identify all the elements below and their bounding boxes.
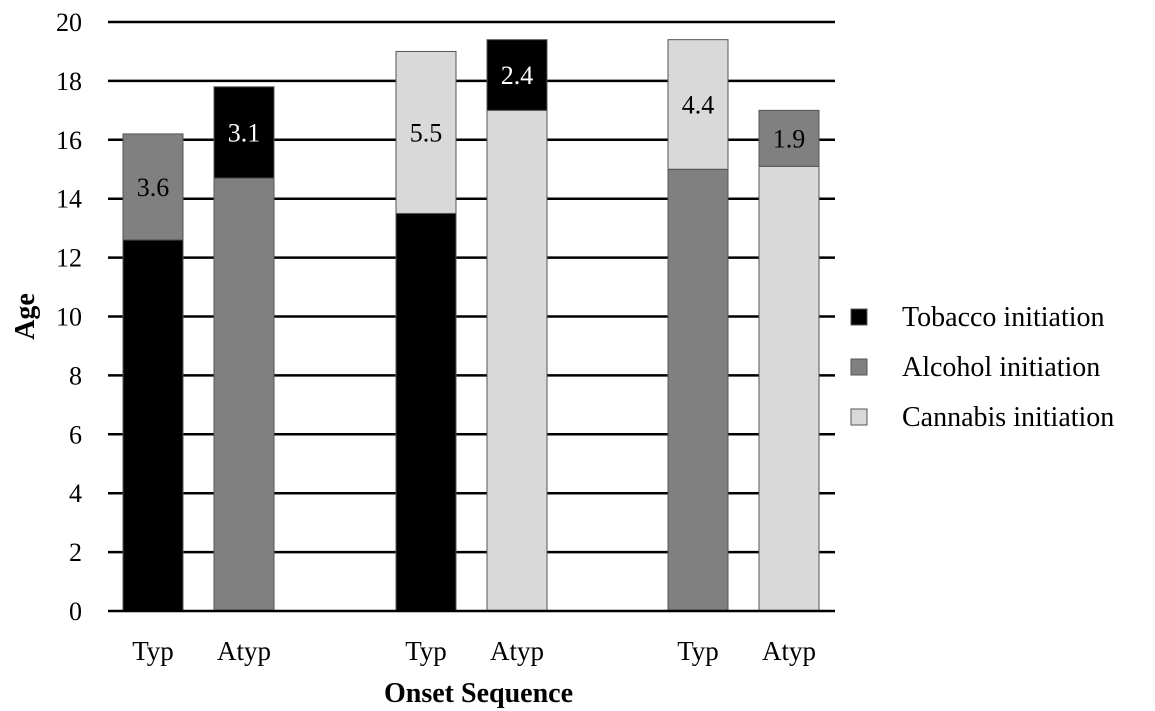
y-axis-title: Age [10, 293, 41, 340]
bar-segment-alcohol [667, 168, 729, 612]
y-tick-label: 6 [69, 420, 82, 449]
bar-segment-alcohol [213, 177, 275, 612]
data-label: 5.5 [410, 118, 443, 147]
y-tick-label: 16 [56, 126, 82, 155]
data-label: 3.1 [228, 118, 261, 147]
data-label: 4.4 [682, 90, 715, 119]
y-tick-label: 4 [69, 479, 82, 508]
y-axis-ticks: 0 2 4 6 8 10 12 14 16 18 20 [56, 8, 82, 626]
data-label: 1.9 [773, 124, 806, 153]
y-tick-label: 12 [56, 244, 82, 273]
x-axis-title: Onset Sequence [384, 678, 573, 709]
bar-segment-alcohol [122, 133, 184, 241]
legend-swatch-cannabis [850, 408, 868, 426]
bar-segment-alcohol [758, 109, 820, 167]
x-tick-label: Typ [677, 636, 719, 666]
bar-segment-cannabis [667, 39, 729, 170]
y-tick-label: 2 [69, 538, 82, 567]
legend-swatch-tobacco [850, 308, 868, 326]
x-tick-label: Atyp [762, 636, 816, 666]
x-tick-label: Atyp [490, 636, 544, 666]
bar-segment-tobacco [486, 39, 548, 111]
y-tick-label: 10 [56, 303, 82, 332]
bar-segment-tobacco [122, 239, 184, 612]
bar-segment-tobacco [213, 86, 275, 179]
bar-segment-cannabis [486, 109, 548, 612]
legend-label: Alcohol initiation [902, 352, 1100, 383]
bar-segment-cannabis [395, 50, 457, 214]
y-tick-label: 18 [56, 67, 82, 96]
y-tick-label: 8 [69, 361, 82, 390]
data-label: 3.6 [137, 173, 170, 202]
bars: 3.6 3.1 5.5 2.4 4.4 1.9 [122, 39, 820, 612]
y-tick-label: 0 [69, 597, 82, 626]
x-tick-label: Typ [132, 636, 174, 666]
legend-label: Cannabis initiation [902, 402, 1114, 433]
data-label: 2.4 [501, 61, 534, 90]
legend: Tobacco initiation Alcohol initiation Cann… [850, 302, 1114, 433]
legend-swatch-alcohol [850, 358, 868, 376]
x-tick-label: Atyp [217, 636, 271, 666]
legend-label: Tobacco initiation [902, 302, 1105, 333]
y-tick-label: 14 [56, 185, 82, 214]
y-tick-label: 20 [56, 8, 82, 37]
x-tick-label: Typ [405, 636, 447, 666]
bar-segment-cannabis [758, 165, 820, 612]
bar-segment-tobacco [395, 212, 457, 612]
x-axis-ticks: Typ Atyp Typ Atyp Typ Atyp [132, 636, 816, 666]
